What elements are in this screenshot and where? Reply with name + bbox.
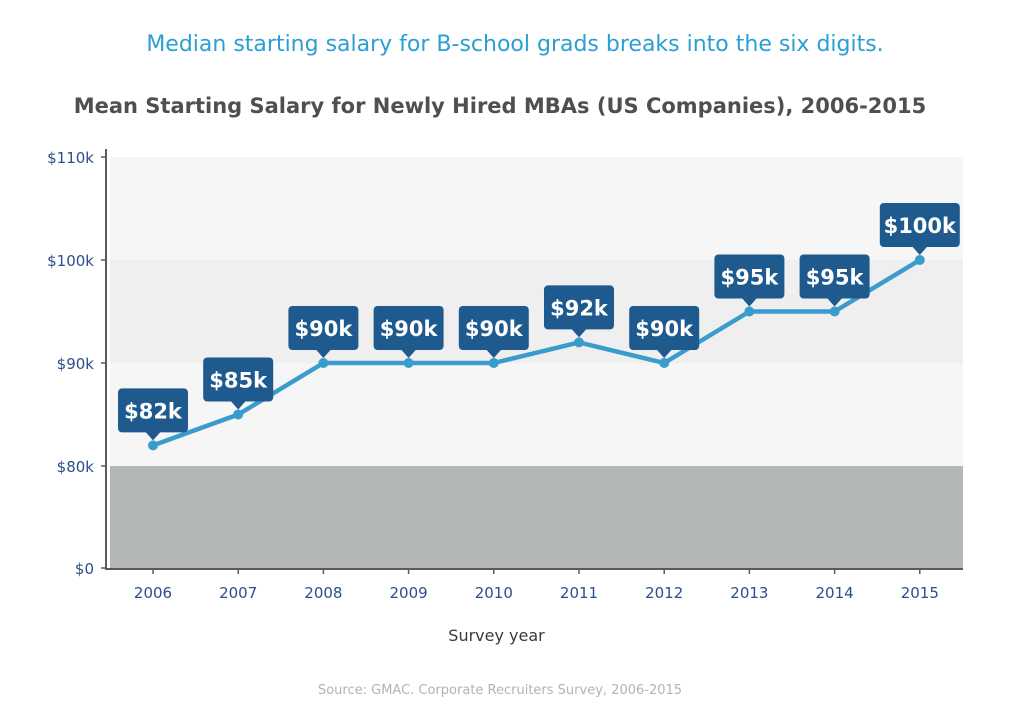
- callout-pointer: [485, 349, 502, 358]
- callout-pointer: [911, 246, 928, 255]
- data-point: [318, 358, 329, 368]
- data-label-callout: $90k: [373, 306, 444, 358]
- data-label: $90k: [380, 317, 439, 341]
- x-tick-label: 2006: [134, 584, 172, 602]
- callout-pointer: [571, 328, 587, 338]
- data-label-callout: $95k: [714, 254, 785, 307]
- data-label: $100k: [884, 214, 957, 238]
- y-tick-label: $90k: [57, 355, 95, 373]
- callout-box: [544, 285, 614, 330]
- x-tick-label: 2014: [816, 584, 854, 602]
- callout-box: [629, 306, 700, 350]
- axes: [101, 149, 963, 574]
- callout-pointer: [145, 431, 161, 441]
- data-label-callout: $100k: [879, 203, 960, 255]
- x-tick-label: 2007: [219, 584, 257, 602]
- data-label: $82k: [124, 399, 183, 423]
- callout-box: [288, 306, 359, 350]
- callout-pointer: [400, 349, 417, 358]
- x-tick-label: 2013: [730, 584, 768, 602]
- data-label-callout: $90k: [458, 306, 529, 358]
- data-label-callout: $90k: [629, 306, 700, 358]
- headline: Median starting salary for B-school grad…: [146, 32, 884, 57]
- data-label: $90k: [294, 317, 353, 341]
- callout-pointer: [826, 297, 843, 307]
- callout-box: [373, 306, 444, 350]
- data-point: [744, 306, 755, 317]
- callout-pointer: [315, 349, 332, 358]
- callout-pointer: [230, 400, 247, 410]
- data-point: [914, 255, 925, 265]
- series-salary: [148, 255, 925, 451]
- band-100-110: [110, 157, 963, 260]
- data-point: [659, 358, 670, 368]
- data-point: [148, 440, 158, 451]
- data-label: $95k: [806, 266, 865, 290]
- callout-box: [458, 306, 529, 350]
- source-note: Source: GMAC. Corporate Recruiters Surve…: [317, 683, 683, 698]
- data-label-callout: $92k: [544, 285, 614, 338]
- data-label: $90k: [635, 317, 694, 341]
- band-0-80: [110, 466, 963, 568]
- data-point: [829, 306, 840, 317]
- data-point: [574, 337, 584, 348]
- chart-title: Mean Starting Salary for Newly Hired MBA…: [73, 94, 927, 118]
- callout-box: [799, 254, 870, 299]
- data-labels: $82k $85k $90k $90k $90k $92k $90k $95k $95k $100…: [118, 203, 960, 441]
- callout-box: [714, 254, 785, 299]
- callout-box: [118, 388, 188, 433]
- data-label-callout: $90k: [288, 306, 359, 358]
- callout-pointer: [741, 297, 758, 307]
- y-tick-label: $0: [75, 560, 94, 578]
- data-label: $95k: [720, 266, 779, 290]
- data-label-callout: $82k: [118, 388, 188, 441]
- y-tick-label: $80k: [57, 458, 95, 476]
- data-label: $85k: [209, 369, 268, 393]
- data-label: $92k: [550, 296, 609, 320]
- x-tick-label: 2009: [390, 584, 428, 602]
- data-point: [403, 358, 414, 368]
- x-tick-label: 2008: [304, 584, 342, 602]
- callout-box: [879, 203, 960, 247]
- series-line: [150, 257, 923, 448]
- y-tick-label: $100k: [47, 252, 94, 270]
- x-tick-label: 2011: [560, 584, 598, 602]
- data-label: $90k: [465, 317, 524, 341]
- x-tick-label: 2012: [645, 584, 683, 602]
- data-label-callout: $95k: [799, 254, 870, 307]
- x-tick-label: 2010: [475, 584, 513, 602]
- tick-labels: $0 $80k $90k $100k $110k 2006 2007 2008 2009 2010…: [47, 149, 939, 602]
- data-point: [488, 358, 499, 368]
- x-axis-title: Survey year: [448, 626, 545, 645]
- data-point: [233, 409, 244, 420]
- callout-box: [203, 357, 274, 402]
- x-tick-label: 2015: [901, 584, 939, 602]
- y-tick-label: $110k: [47, 149, 94, 167]
- callout-pointer: [656, 349, 673, 358]
- data-label-callout: $85k: [203, 357, 274, 410]
